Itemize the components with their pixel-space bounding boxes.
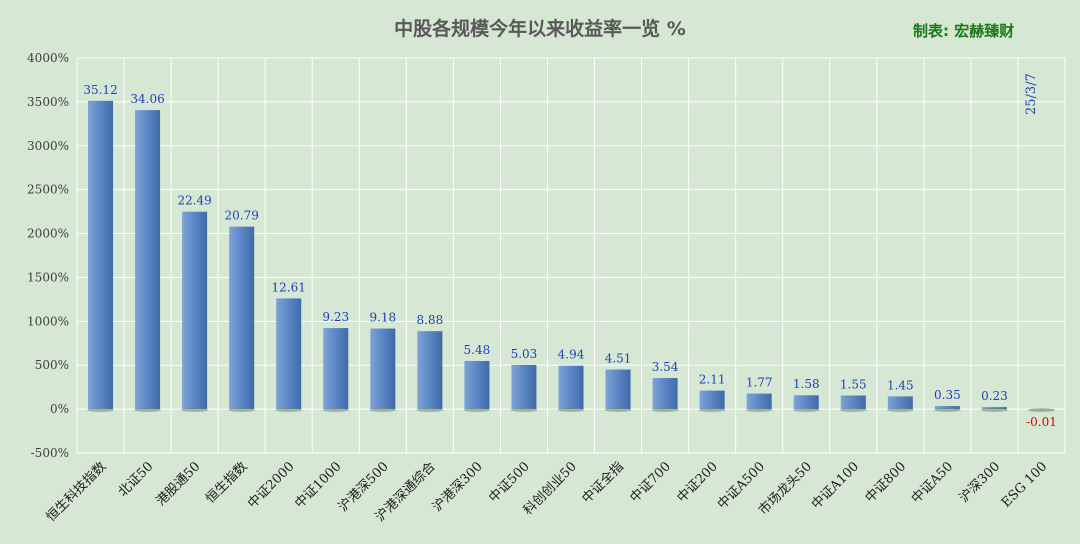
bar — [558, 365, 584, 410]
x-category-label: 中证700 — [627, 459, 674, 506]
bar-base — [839, 408, 867, 412]
y-tick-label: -500% — [31, 446, 69, 460]
bar — [605, 369, 631, 410]
bar-base — [181, 408, 209, 412]
x-category-label: ESG 100 — [999, 459, 1050, 510]
x-category-label: 中证全指 — [579, 459, 627, 507]
data-label: 4.51 — [605, 352, 632, 366]
bar — [793, 395, 819, 410]
data-label: 0.23 — [981, 389, 1008, 403]
bar-base — [322, 408, 350, 412]
bar — [981, 407, 1007, 410]
data-label: 35.12 — [83, 83, 117, 97]
bar-base — [1027, 408, 1055, 412]
bar-base — [980, 408, 1008, 412]
data-label: 0.35 — [934, 388, 961, 402]
bar — [417, 331, 443, 410]
x-category-label: 中证A50 — [909, 459, 956, 506]
bar-base — [933, 408, 961, 412]
data-label: 9.18 — [369, 311, 396, 325]
data-label: 5.03 — [511, 347, 538, 361]
bar-base — [557, 408, 585, 412]
x-category-label: 中证2000 — [245, 459, 297, 511]
data-label: -0.01 — [1026, 415, 1057, 429]
data-label: 2.11 — [699, 373, 726, 387]
bar — [323, 328, 349, 410]
x-category-label: 沪深300 — [956, 459, 1003, 506]
data-label: 22.49 — [177, 194, 211, 208]
bar — [652, 378, 678, 410]
x-category-label: 北证50 — [116, 459, 157, 500]
bar — [511, 364, 537, 410]
data-label: 1.77 — [746, 376, 773, 390]
bar-base — [275, 408, 303, 412]
bar — [699, 390, 725, 410]
bar — [229, 226, 255, 410]
maker-credit: 制表: 宏赫臻财 — [913, 22, 1015, 40]
date-annotation: 25/3/7 — [1024, 73, 1039, 115]
bar — [934, 406, 960, 410]
bar-base — [510, 408, 538, 412]
data-label: 5.48 — [464, 343, 491, 357]
data-label: 1.55 — [840, 378, 867, 392]
bar-base — [416, 408, 444, 412]
bar — [135, 110, 161, 410]
x-category-label: 沪港深300 — [429, 459, 485, 515]
data-label: 8.88 — [416, 313, 443, 327]
data-label: 9.23 — [322, 310, 349, 324]
bar-base — [369, 408, 397, 412]
data-label: 1.45 — [887, 378, 914, 392]
bar — [464, 361, 490, 410]
x-category-label: 港股通50 — [154, 459, 204, 509]
bar-base — [87, 408, 115, 412]
x-category-label: 中证500 — [486, 459, 533, 506]
bar-base — [463, 408, 491, 412]
x-category-label: 中证200 — [674, 459, 721, 506]
data-label: 3.54 — [652, 360, 679, 374]
y-tick-label: 2000% — [27, 227, 69, 241]
x-category-label: 中证A100 — [809, 459, 862, 512]
bar — [370, 328, 396, 410]
x-category-label: 中证800 — [863, 459, 910, 506]
y-tick-label: 1500% — [27, 270, 69, 284]
y-tick-label: 500% — [35, 358, 69, 372]
bar-base — [651, 408, 679, 412]
data-label: 34.06 — [130, 92, 164, 106]
bar — [840, 395, 866, 410]
bar-base — [698, 408, 726, 412]
chart-title: 中股各规模今年以来收益率一览 % — [394, 18, 686, 40]
y-tick-label: 0% — [50, 402, 69, 416]
bar-base — [134, 408, 162, 412]
data-label: 12.61 — [272, 280, 306, 294]
bar — [182, 211, 208, 410]
bar — [887, 396, 913, 410]
y-tick-label: 3500% — [27, 95, 69, 109]
bar — [88, 100, 114, 410]
y-tick-label: 1000% — [27, 314, 69, 328]
bar-base — [792, 408, 820, 412]
bar-base — [228, 408, 256, 412]
data-label: 1.58 — [793, 377, 820, 391]
y-tick-label: 2500% — [27, 183, 69, 197]
bar-base — [886, 408, 914, 412]
data-label: 4.94 — [558, 348, 585, 362]
bar — [746, 393, 772, 410]
y-tick-label: 3000% — [27, 139, 69, 153]
bar — [276, 298, 302, 410]
x-category-label: 恒生指数 — [203, 459, 250, 506]
data-label: 20.79 — [224, 209, 258, 223]
x-category-label: 恒生科技指数 — [44, 459, 110, 525]
bar-base — [745, 408, 773, 412]
y-tick-label: 4000% — [27, 51, 69, 65]
bar-base — [604, 408, 632, 412]
